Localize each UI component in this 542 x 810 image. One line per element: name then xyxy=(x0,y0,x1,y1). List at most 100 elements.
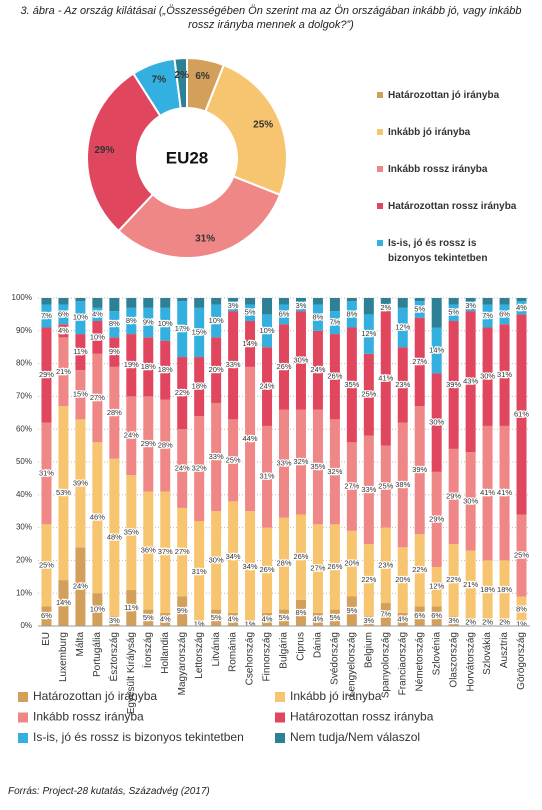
y-tick-label: 80% xyxy=(16,359,32,368)
value-label: 26% xyxy=(327,372,342,381)
legend-swatch xyxy=(377,240,383,246)
bar-segment xyxy=(211,304,222,338)
value-label: 3% xyxy=(109,616,120,625)
bar-segment xyxy=(58,337,69,407)
bar-segment xyxy=(279,304,289,325)
value-label: 9% xyxy=(177,606,188,615)
value-label: 4% xyxy=(516,303,527,312)
value-label: 6% xyxy=(414,611,425,620)
y-tick-label: 90% xyxy=(16,326,32,335)
bar-segment xyxy=(262,298,273,315)
value-label: 5% xyxy=(414,304,425,313)
bar-segment xyxy=(329,524,340,610)
bar-segment xyxy=(329,311,340,335)
value-label: 25% xyxy=(378,482,393,491)
value-label: 22% xyxy=(412,565,427,574)
bar-segment xyxy=(245,320,256,367)
value-label: 32% xyxy=(293,457,308,466)
center-label: EU28 xyxy=(166,148,209,167)
bar-segment xyxy=(228,301,239,312)
bar-segment xyxy=(245,298,256,305)
bar-segment xyxy=(58,406,69,581)
bar-segment xyxy=(245,366,256,512)
bar-segment xyxy=(363,435,374,544)
value-label: 24% xyxy=(310,365,325,374)
bar-segment xyxy=(143,491,154,610)
value-label: 11% xyxy=(73,347,88,356)
bar-segment xyxy=(414,606,425,626)
x-tick-label: Görögország xyxy=(516,632,527,690)
value-label: 10% xyxy=(260,326,275,335)
bar-segment xyxy=(92,320,103,354)
legend-label: Is-is, jó és rossz is bizonyos tekintetb… xyxy=(33,730,244,744)
value-label: 4% xyxy=(397,614,408,623)
bar-segment xyxy=(516,314,527,515)
value-label: 14% xyxy=(429,345,444,354)
bar-segment xyxy=(126,307,137,335)
x-tick-label: Luxemburg xyxy=(58,632,69,682)
bar-segment xyxy=(346,327,357,443)
bar-segment xyxy=(75,301,86,335)
bar-segment xyxy=(329,334,340,420)
value-label: 12% xyxy=(361,329,376,338)
bar-segment xyxy=(109,458,120,617)
bar-segment xyxy=(109,311,120,338)
bar-segment xyxy=(279,517,289,610)
bar-segment xyxy=(126,396,137,476)
bar-segment xyxy=(499,425,510,561)
donut-slice xyxy=(117,175,282,259)
x-tick-label: Spanyolország xyxy=(380,632,391,698)
bar-segment xyxy=(499,619,510,626)
bar-segment xyxy=(312,524,323,613)
x-tick-label: Belgium xyxy=(363,632,374,668)
value-label: 27% xyxy=(90,393,105,402)
value-label: 35% xyxy=(124,528,139,537)
bar-segment xyxy=(380,311,391,446)
legend-swatch xyxy=(377,129,383,135)
x-tick-label: Svédország xyxy=(330,632,341,685)
bar-segment xyxy=(431,606,442,626)
bar-segment xyxy=(363,544,374,617)
bar-segment xyxy=(380,527,391,604)
value-label: 26% xyxy=(327,562,342,571)
bar-segment xyxy=(465,550,476,620)
value-label: 18% xyxy=(158,365,173,374)
x-tick-label: Csehország xyxy=(245,632,256,685)
bar-segment xyxy=(295,311,306,410)
value-label: 24% xyxy=(73,582,88,591)
bar-segment xyxy=(75,370,86,420)
bar-segment xyxy=(228,612,239,626)
value-label: 4% xyxy=(262,614,273,623)
bar-segment xyxy=(92,307,103,321)
bar-segment xyxy=(262,347,273,426)
value-label: 27% xyxy=(344,482,359,491)
value-label: 30% xyxy=(480,372,495,381)
x-tick-label: Németország xyxy=(414,632,425,691)
bar-segment xyxy=(346,530,357,597)
legend-label: Inkább rossz irányba xyxy=(388,164,488,175)
value-label: 3% xyxy=(228,301,239,310)
bar-segment xyxy=(194,307,205,358)
bar-segment xyxy=(482,619,493,626)
value-label: 10% xyxy=(90,332,105,341)
value-label: 36% xyxy=(141,546,156,555)
value-label: 5% xyxy=(143,613,154,622)
value-label: 5% xyxy=(211,613,222,622)
value-label: 26% xyxy=(260,565,275,574)
bar-segment xyxy=(58,324,69,338)
bar-segment xyxy=(346,301,357,328)
bar-segment xyxy=(160,307,171,341)
value-label: 31% xyxy=(39,468,54,477)
value-label: 7% xyxy=(380,610,391,619)
value-label: 29% xyxy=(141,439,156,448)
x-tick-label: Franciaország xyxy=(397,632,408,695)
bar-segment xyxy=(109,337,120,367)
value-label: 43% xyxy=(463,377,478,386)
bar-segment xyxy=(109,616,120,626)
value-label: 12% xyxy=(429,582,444,591)
value-label: 3% xyxy=(448,616,459,625)
value-label: 6% xyxy=(41,611,52,620)
x-tick-label: Románia xyxy=(228,632,239,672)
x-tick-label: EU xyxy=(41,632,52,646)
